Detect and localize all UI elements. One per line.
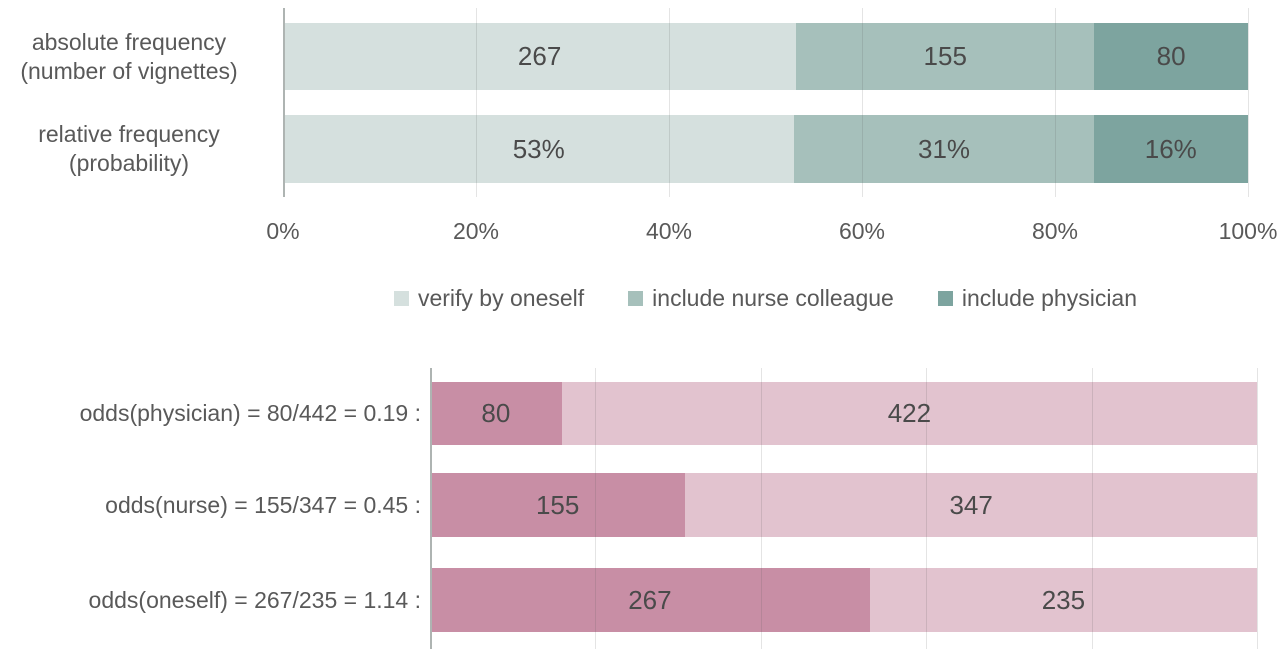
bar-segment: 155 xyxy=(796,23,1095,90)
bar-segment: 155 xyxy=(430,473,686,537)
bar-segment: 422 xyxy=(561,382,1257,445)
legend-label: include nurse colleague xyxy=(652,284,894,311)
category-label-line: absolute frequency xyxy=(31,28,227,55)
bar-segment: 16% xyxy=(1093,115,1248,183)
category-label: odds(nurse) = 155/347 = 0.45 : xyxy=(105,491,421,518)
bar-segment-value: 155 xyxy=(535,489,580,520)
gridline xyxy=(1091,368,1093,649)
y-axis-line xyxy=(430,368,432,649)
legend-swatch-icon xyxy=(628,290,644,306)
gridline xyxy=(1055,8,1056,197)
category-label: absolute frequency (number of vignettes) xyxy=(0,23,258,90)
category-label: odds(physician) = 80/442 = 0.19 : xyxy=(79,400,421,426)
legend-swatch-icon xyxy=(937,290,953,306)
bar-segment-value: 155 xyxy=(923,41,967,71)
bar-segment: 267 xyxy=(283,23,797,90)
x-axis-tick-label: 100% xyxy=(1218,218,1278,244)
x-axis-tick-label: 40% xyxy=(645,218,693,244)
bar-segment-value: 80 xyxy=(1156,41,1186,71)
bar-segment-value: 16% xyxy=(1144,133,1197,164)
bar-segment: 267 xyxy=(430,568,870,632)
bar-row: 267 235 xyxy=(430,568,1257,632)
gridline xyxy=(476,8,477,197)
bar-segment-value: 80 xyxy=(481,398,511,428)
odds-plot-area: 80 422 155 347 267 235 xyxy=(430,368,1258,649)
x-axis-tick-label: 20% xyxy=(452,218,500,244)
category-label-line: (probability) xyxy=(68,150,190,176)
bar-segment-value: 267 xyxy=(628,584,672,615)
bar-segment: 80 xyxy=(1094,23,1248,90)
category-label-line: (number of vignettes) xyxy=(20,57,238,84)
legend-item: include nurse colleague xyxy=(628,285,894,312)
bar-row: 155 347 xyxy=(430,473,1257,537)
bar-segment: 53% xyxy=(283,115,795,183)
frequency-legend: verify by oneself include nurse colleague… xyxy=(283,283,1248,313)
gridline xyxy=(926,368,928,649)
legend-label: verify by oneself xyxy=(417,284,585,311)
bar-segment-value: 31% xyxy=(917,133,971,164)
gridline xyxy=(1257,368,1258,649)
legend-swatch-icon xyxy=(393,290,409,306)
y-axis-line xyxy=(283,8,285,197)
bar-segment-value: 267 xyxy=(517,41,562,71)
category-label: odds(oneself) = 267/235 = 1.14 : xyxy=(88,586,421,613)
category-label: relative frequency (probability) xyxy=(0,115,258,183)
category-label-line: relative frequency xyxy=(38,121,220,147)
legend-item: verify by oneself xyxy=(393,284,585,312)
gridline xyxy=(595,368,597,649)
x-axis-tick-label: 0% xyxy=(266,218,300,244)
bar-segment-value: 53% xyxy=(512,133,565,164)
x-axis-tick-label: 60% xyxy=(838,218,886,244)
frequency-plot-area: 267 155 80 53% 31% 16% xyxy=(283,8,1249,197)
gridline xyxy=(760,368,762,649)
bar-segment: 31% xyxy=(794,115,1094,183)
legend-item: include physician xyxy=(937,284,1138,312)
gridline xyxy=(862,8,863,197)
bar-segment-value: 347 xyxy=(949,489,993,520)
bar-segment: 235 xyxy=(869,568,1257,632)
bar-row: 53% 31% 16% xyxy=(283,115,1248,183)
gridline xyxy=(669,8,670,197)
x-axis-tick-label: 80% xyxy=(1031,218,1079,244)
gridline xyxy=(1248,8,1249,197)
bar-row: 80 422 xyxy=(430,382,1257,445)
bar-segment: 80 xyxy=(430,382,562,445)
bar-segment-value: 235 xyxy=(1041,584,1086,615)
frequency-x-axis: 0% 20% 40% 60% 80% 100% xyxy=(266,218,1277,248)
bar-segment-value: 422 xyxy=(887,398,932,428)
legend-label: include physician xyxy=(961,284,1138,311)
bar-segment: 347 xyxy=(685,473,1257,537)
bar-row: 267 155 80 xyxy=(283,23,1248,90)
